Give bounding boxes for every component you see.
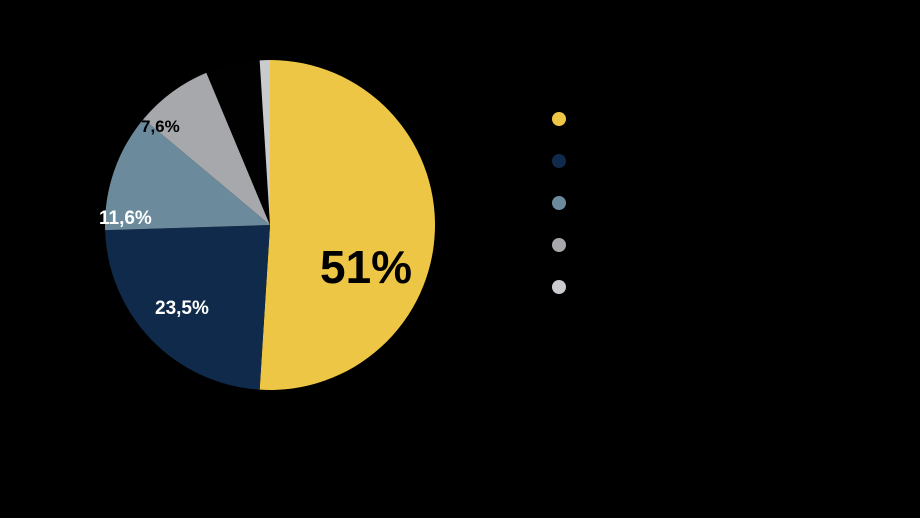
legend-item	[552, 196, 580, 210]
legend-dot-icon	[552, 280, 566, 294]
legend-item	[552, 112, 580, 126]
pie-chart-svg	[105, 60, 435, 390]
legend-item	[552, 154, 580, 168]
pie-chart: 51%23,5%11,6%7,6%	[105, 60, 435, 390]
legend-dot-icon	[552, 196, 566, 210]
pie-slice	[105, 225, 270, 390]
legend-item	[552, 280, 580, 294]
pie-slice	[260, 60, 435, 390]
legend	[552, 112, 580, 322]
legend-item	[552, 238, 580, 252]
legend-dot-icon	[552, 238, 566, 252]
legend-dot-icon	[552, 154, 566, 168]
legend-dot-icon	[552, 112, 566, 126]
